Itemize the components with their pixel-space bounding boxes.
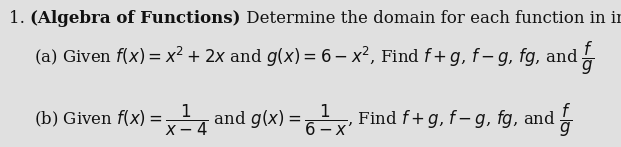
Text: (b) Given $f(x) = \dfrac{1}{x-4}$ and $g(x) = \dfrac{1}{6-x}$, Find $f+g$, $f-g$: (b) Given $f(x) = \dfrac{1}{x-4}$ and $g… <box>34 102 573 139</box>
Text: 1.: 1. <box>9 10 30 27</box>
Text: Determine the domain for each function in interval notation:: Determine the domain for each function i… <box>241 10 621 27</box>
Text: (Algebra of Functions): (Algebra of Functions) <box>30 10 241 27</box>
Text: (a) Given $f(x) = x^2 + 2x$ and $g(x) = 6 - x^2$, Find $f+g$, $f-g$, $fg$, and $: (a) Given $f(x) = x^2 + 2x$ and $g(x) = … <box>34 40 595 77</box>
